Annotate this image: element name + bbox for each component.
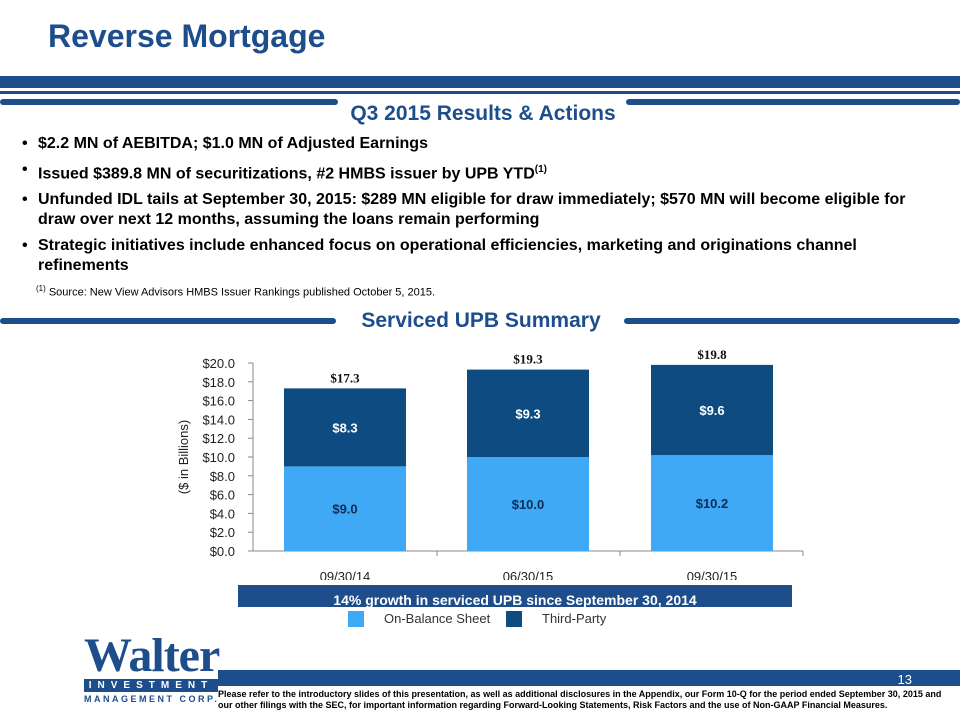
upb-heading: Serviced UPB Summary xyxy=(361,309,601,332)
y-tick-label: $12.0 xyxy=(202,431,235,446)
upb-bar-chart: $0.0 $2.0 $4.0 $6.0 $8.0 $10.0 $12.0 $14.0 $16.0… xyxy=(176,347,804,580)
logo-line2: MANAGEMENT CORP. xyxy=(84,694,220,704)
bullet-item: Unfunded IDL tails at September 30, 2015… xyxy=(22,190,922,230)
data-label-total: $19.8 xyxy=(697,347,727,362)
section-divider-left-2 xyxy=(0,318,336,324)
y-axis-label: ($ in Billions) xyxy=(176,420,191,494)
bullet-item: Issued $389.8 MN of securitizations, #2 … xyxy=(22,160,922,184)
bar-third-party xyxy=(651,364,773,456)
bar-on-balance xyxy=(284,466,406,551)
data-label-on-balance: $9.0 xyxy=(332,502,357,517)
y-tick-label: $20.0 xyxy=(202,356,235,371)
legend-swatch-on-balance xyxy=(348,610,364,627)
header-rule xyxy=(0,91,960,94)
y-tick-label: $8.0 xyxy=(210,469,235,484)
x-tick-label: 09/30/14 xyxy=(320,569,371,580)
y-tick-label: $4.0 xyxy=(210,506,235,521)
bar-third-party xyxy=(467,369,589,457)
legend-label-third-party: Third-Party xyxy=(542,611,607,627)
company-logo: Walter INVESTMENT MANAGEMENT CORP. xyxy=(84,629,220,704)
data-label-third-party: $8.3 xyxy=(332,420,357,435)
section-divider-right-2 xyxy=(624,318,960,324)
logo-line1: INVESTMENT xyxy=(84,679,218,692)
disclaimer: Please refer to the introductory slides … xyxy=(218,689,942,710)
section-divider-left xyxy=(0,99,338,105)
legend-item-third-party: Third-Party xyxy=(506,610,607,627)
footnote: (1) Source: New View Advisors HMBS Issue… xyxy=(36,284,435,299)
data-label-on-balance: $10.2 xyxy=(696,496,729,511)
x-tick-label: 09/30/15 xyxy=(687,569,738,580)
footnote-text: Source: New View Advisors HMBS Issuer Ra… xyxy=(48,286,436,299)
y-tick-label: $0.0 xyxy=(210,544,235,559)
page-number: 13 xyxy=(897,672,912,687)
bar-on-balance xyxy=(651,455,773,551)
y-tick-label: $10.0 xyxy=(202,450,235,465)
page-title: Reverse Mortgage xyxy=(48,18,326,54)
bullet-item: Strategic initiatives include enhanced f… xyxy=(22,236,922,276)
legend-label-on-balance: On-Balance Sheet xyxy=(384,611,491,627)
y-tick-label: $16.0 xyxy=(202,394,235,409)
logo-wordmark: Walter xyxy=(84,629,220,682)
results-heading: Q3 2015 Results & Actions xyxy=(350,102,616,125)
data-label-third-party: $9.3 xyxy=(515,406,540,421)
bar-third-party xyxy=(284,388,406,467)
y-tick-label: $2.0 xyxy=(210,525,235,540)
data-label-total: $19.3 xyxy=(513,352,543,367)
footer-band xyxy=(218,670,960,686)
y-tick-label: $14.0 xyxy=(202,412,235,427)
header-band xyxy=(0,76,960,88)
results-bullet-list: $2.2 MN of AEBITDA; $1.0 MN of Adjusted … xyxy=(22,134,922,282)
growth-banner: 14% growth in serviced UPB since Septemb… xyxy=(238,585,792,607)
data-label-on-balance: $10.0 xyxy=(512,497,545,512)
footnote-marker: (1) xyxy=(36,284,46,293)
y-tick-label: $6.0 xyxy=(210,488,235,503)
bullet-item: $2.2 MN of AEBITDA; $1.0 MN of Adjusted … xyxy=(22,134,922,154)
data-label-third-party: $9.6 xyxy=(699,403,724,418)
x-tick-label: 06/30/15 xyxy=(503,569,554,580)
legend-item-on-balance: On-Balance Sheet xyxy=(348,610,491,627)
section-divider-right xyxy=(626,99,960,105)
legend-swatch-third-party xyxy=(506,610,522,627)
data-label-total: $17.3 xyxy=(330,370,360,385)
y-tick-label: $18.0 xyxy=(202,375,235,390)
footnote-ref: (1) xyxy=(534,164,547,175)
bar-on-balance xyxy=(467,457,589,551)
